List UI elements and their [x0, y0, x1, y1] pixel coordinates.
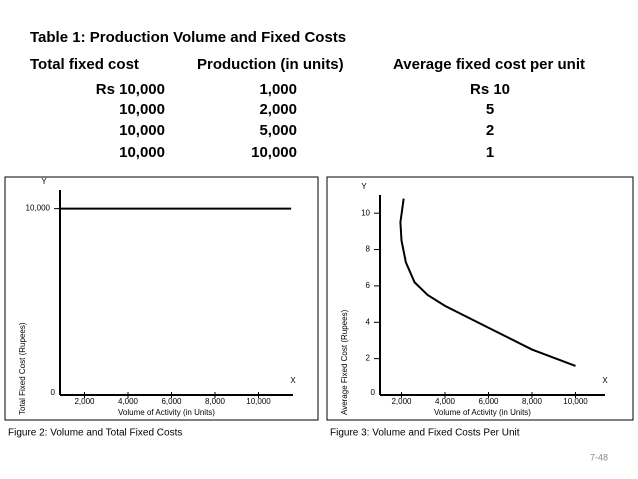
table-cell: 2	[486, 122, 494, 139]
page-number: 7-48	[590, 452, 608, 462]
table-cell: Rs 10,000	[96, 81, 165, 98]
x-tick-label: 8,000	[205, 397, 226, 406]
y-tick-label: 4	[366, 317, 371, 326]
y-tick-label: 0	[371, 388, 376, 397]
table-cell: 10,000	[251, 144, 297, 161]
table-cell: 10,000	[119, 144, 165, 161]
x-axis-label: Volume of Activity (in Units)	[434, 408, 531, 417]
y-tick-label: 6	[366, 281, 371, 290]
x-tick-label: 4,000	[435, 397, 456, 406]
y-tick-label: 0	[51, 388, 56, 397]
y-tick-label: 8	[366, 245, 371, 254]
y-tick-label: 10,000	[26, 204, 51, 213]
y-axis-label: Total Fixed Cost (Rupees)	[18, 322, 27, 415]
x-tick-label: 6,000	[478, 397, 499, 406]
x-tick-label: 2,000	[391, 397, 412, 406]
figure-caption: Figure 3: Volume and Fixed Costs Per Uni…	[330, 428, 520, 439]
axis-name: Y	[361, 182, 367, 191]
x-tick-label: 10,000	[246, 397, 271, 406]
x-tick-label: 6,000	[161, 397, 182, 406]
axis-name: Y	[41, 177, 47, 186]
table-cell: 2,000	[259, 101, 297, 118]
line-series	[399, 198, 576, 367]
y-tick-label: 10	[361, 208, 370, 217]
x-tick-label: 2,000	[74, 397, 95, 406]
table-header: Production (in units)	[197, 56, 344, 73]
figure-frame	[4, 176, 319, 421]
figure-caption: Figure 2: Volume and Total Fixed Costs	[8, 428, 182, 439]
table-cell: 10,000	[119, 122, 165, 139]
table-header: Total fixed cost	[30, 56, 139, 73]
x-tick-label: 4,000	[118, 397, 139, 406]
x-tick-label: 10,000	[563, 397, 588, 406]
table-cell: 1,000	[259, 81, 297, 98]
table-cell: 10,000	[119, 101, 165, 118]
table-header: Average fixed cost per unit	[393, 56, 585, 73]
axis-name: X	[290, 376, 296, 385]
table-title: Table 1: Production Volume and Fixed Cos…	[30, 29, 346, 46]
y-axis-label: Average Fixed Cost (Rupees)	[340, 309, 349, 415]
axis-name: X	[602, 376, 608, 385]
table-cell: Rs 10	[470, 81, 510, 98]
figure-frame	[326, 176, 634, 421]
y-tick-label: 2	[366, 354, 371, 363]
table-cell: 1	[486, 144, 494, 161]
table-cell: 5	[486, 101, 494, 118]
table-cell: 5,000	[259, 122, 297, 139]
x-tick-label: 8,000	[522, 397, 543, 406]
x-axis-label: Volume of Activity (in Units)	[118, 408, 215, 417]
